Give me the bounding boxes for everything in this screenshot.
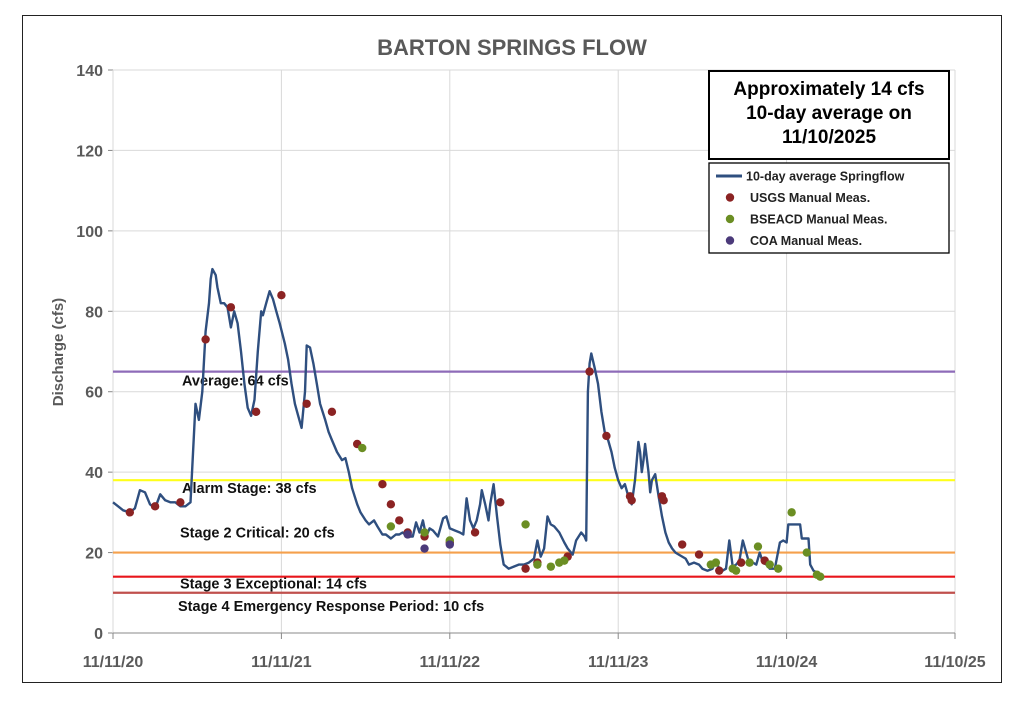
y-tick-label: 100 bbox=[76, 224, 103, 241]
measurement-point bbox=[731, 566, 741, 575]
measurement-point bbox=[765, 560, 774, 569]
annotation-line-3: 11/10/2025 bbox=[782, 127, 876, 148]
measurement-point bbox=[226, 303, 236, 312]
y-tick-label: 140 bbox=[76, 63, 103, 80]
y-tick-label: 120 bbox=[76, 143, 103, 160]
measurement-point bbox=[150, 502, 160, 511]
legend-entry-label: 10-day average Springflow bbox=[746, 170, 905, 184]
measurement-point bbox=[403, 530, 412, 539]
annotation-box: Approximately 14 cfs 10-day average on 1… bbox=[708, 70, 950, 160]
measurement-point bbox=[395, 516, 404, 525]
measurement-point bbox=[386, 500, 396, 509]
legend-dot-swatch bbox=[725, 214, 735, 224]
x-tick-label: 11/11/20 bbox=[83, 654, 144, 671]
measurement-point bbox=[445, 540, 454, 549]
measurement-point bbox=[521, 520, 530, 529]
measurement-point bbox=[627, 496, 636, 505]
legend-entry-label: COA Manual Meas. bbox=[750, 234, 862, 248]
measurement-point bbox=[745, 558, 754, 567]
measurement-point bbox=[420, 544, 429, 553]
legend-entry-label: BSEACD Manual Meas. bbox=[750, 213, 888, 227]
springflow-line bbox=[112, 267, 822, 578]
measurement-point bbox=[546, 562, 556, 571]
measurement-point bbox=[125, 508, 135, 517]
x-tick-label: 11/10/24 bbox=[756, 654, 818, 671]
y-tick-label: 0 bbox=[94, 626, 103, 643]
annotation-border bbox=[708, 70, 950, 160]
y-axis-ticks: 0 20 40 60 80 100 120 140 bbox=[76, 63, 103, 643]
measurement-point bbox=[711, 558, 721, 567]
legend-dot-swatch bbox=[725, 236, 735, 245]
measurement-point bbox=[327, 407, 337, 417]
x-tick-label: 11/11/23 bbox=[588, 654, 649, 671]
y-tick-label: 80 bbox=[85, 304, 103, 321]
reference-line-label: Stage 4 Emergency Response Period: 10 cf… bbox=[178, 599, 484, 615]
measurement-point bbox=[358, 443, 367, 453]
measurement-point bbox=[560, 556, 569, 565]
x-tick-label: 11/11/21 bbox=[251, 654, 312, 671]
measurement-point bbox=[816, 572, 825, 581]
reference-line-label: Average: 64 cfs bbox=[182, 374, 289, 390]
reference-lines: Average: 64 cfs Alarm Stage: 38 cfs Stage … bbox=[113, 370, 955, 615]
legend: 10-day average Springflow USGS Manual Mea… bbox=[708, 162, 950, 254]
y-tick-label: 40 bbox=[85, 465, 103, 482]
legend-entry-label: USGS Manual Meas. bbox=[750, 191, 870, 205]
measurement-point bbox=[659, 496, 668, 505]
measurement-point bbox=[277, 291, 286, 300]
measurement-point bbox=[533, 560, 542, 569]
measurement-point bbox=[694, 550, 704, 559]
measurement-point bbox=[251, 407, 261, 417]
measurement-point bbox=[386, 522, 396, 531]
reference-line-label: Alarm Stage: 38 cfs bbox=[182, 481, 317, 497]
y-axis-label: Discharge (cfs) bbox=[50, 298, 67, 406]
measurement-point bbox=[420, 528, 429, 537]
reference-line-label: Stage 2 Critical: 20 cfs bbox=[180, 526, 335, 542]
measurement-point bbox=[736, 558, 746, 567]
annotation-line-2: 10-day average on bbox=[746, 103, 912, 124]
x-axis-ticks: 11/11/20 11/11/21 11/11/22 11/11/23 11/10/24… bbox=[83, 654, 986, 671]
legend-dot-swatch bbox=[725, 193, 735, 202]
annotation-line-1: Approximately 14 cfs bbox=[733, 79, 924, 100]
measurement-point bbox=[585, 367, 594, 376]
manual-measurements bbox=[125, 291, 825, 581]
measurement-point bbox=[302, 399, 311, 408]
measurement-point bbox=[378, 480, 387, 489]
measurement-point bbox=[773, 564, 783, 573]
springflow-series bbox=[112, 267, 822, 578]
measurement-point bbox=[470, 528, 480, 537]
x-tick-label: 11/11/22 bbox=[420, 654, 481, 671]
measurement-point bbox=[496, 498, 505, 507]
measurement-point bbox=[753, 542, 763, 551]
reference-line-label: Stage 3 Exceptional: 14 cfs bbox=[180, 577, 367, 593]
measurement-point bbox=[715, 566, 724, 575]
measurement-point bbox=[176, 498, 185, 507]
measurement-point bbox=[677, 540, 687, 549]
chart-title: BARTON SPRINGS FLOW bbox=[377, 35, 647, 60]
measurement-point bbox=[802, 548, 812, 557]
y-tick-label: 60 bbox=[85, 385, 103, 402]
y-tick-label: 20 bbox=[85, 546, 103, 563]
measurement-point bbox=[521, 564, 530, 573]
measurement-point bbox=[787, 508, 796, 517]
measurement-point bbox=[201, 335, 210, 344]
x-tick-label: 11/10/25 bbox=[924, 654, 986, 671]
legend-border bbox=[708, 162, 950, 254]
measurement-point bbox=[602, 431, 611, 441]
